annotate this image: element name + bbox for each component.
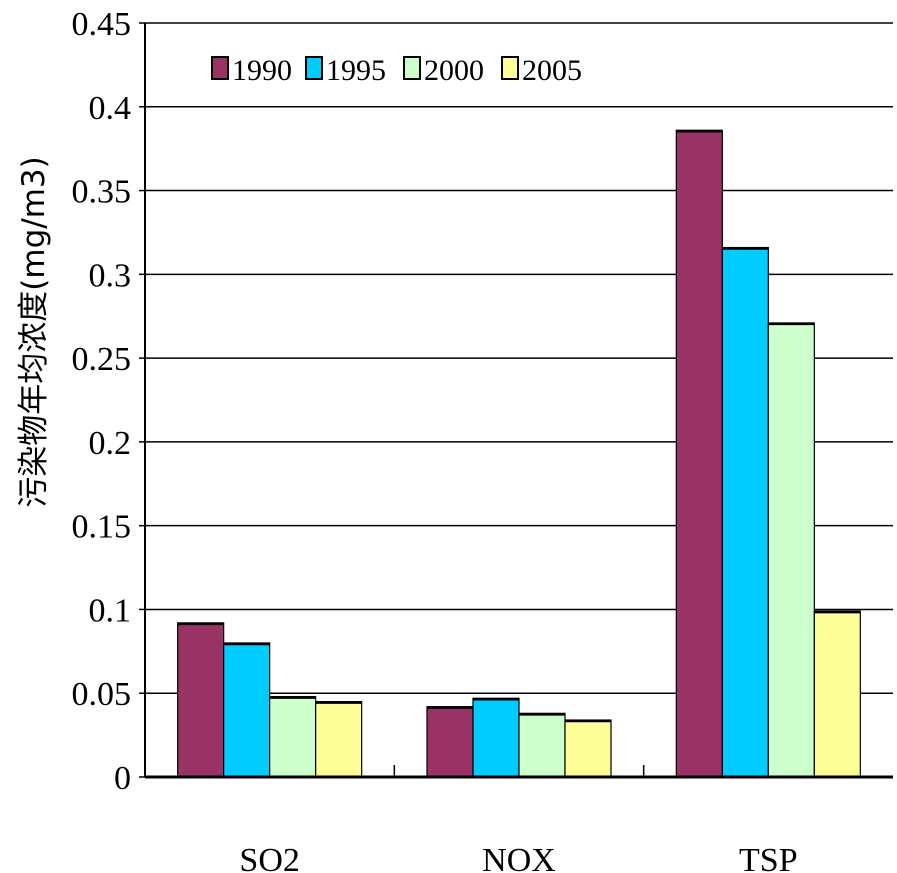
bar-tsp-2000: [767, 322, 815, 778]
y-tick-label: 0: [114, 760, 131, 797]
axes: [139, 22, 893, 779]
y-tick-label: 0.25: [72, 341, 132, 378]
bar-so2-1995: [223, 642, 271, 778]
legend-label-2000: 2000: [424, 54, 484, 87]
legend-label-2005: 2005: [522, 54, 582, 87]
bar-nox-1990: [426, 706, 474, 778]
y-tick-label: 0.1: [89, 592, 132, 629]
bar-so2-1990: [177, 622, 225, 778]
y-axis-label: 污染物年均浓度(mg/m3): [16, 156, 52, 507]
y-tick-label: 0.3: [89, 257, 132, 294]
x-tick-label: SO2: [239, 842, 299, 873]
bar-so2-2000: [269, 695, 317, 778]
bars: [177, 129, 861, 778]
legend-swatch-2000: [403, 56, 421, 80]
x-tick-label: NOX: [482, 842, 556, 873]
bar-nox-2005: [564, 719, 612, 778]
y-tick-label: 0.35: [72, 174, 132, 211]
y-tick-labels: 0 0.05 0.1 0.15 0.2 0.25 0.3 0.35 0.4 0.45: [72, 6, 132, 797]
legend-swatch-1995: [305, 56, 323, 80]
bar-so2-2005: [315, 700, 363, 778]
bar-nox-1995: [472, 697, 520, 778]
y-tick-label: 0.4: [89, 90, 132, 127]
y-tick-label: 0.45: [72, 6, 132, 43]
x-tick-labels: SO2 NOX TSP: [239, 842, 797, 873]
legend-swatch-1990: [211, 56, 229, 80]
legend-label-1995: 1995: [326, 54, 386, 87]
y-tick-label: 0.05: [72, 676, 132, 713]
bar-tsp-1990: [675, 129, 723, 778]
bar-tsp-2005: [813, 610, 861, 778]
bar-nox-2000: [518, 712, 566, 778]
legend-swatch-2005: [501, 56, 519, 80]
y-tick-label: 0.15: [72, 509, 132, 546]
gridlines: [145, 22, 893, 694]
bar-tsp-1995: [721, 246, 769, 778]
x-tick-label: TSP: [739, 842, 798, 873]
legend-label-1990: 1990: [232, 54, 292, 87]
legend: 1990 1995 2000 2005: [211, 54, 582, 87]
y-tick-label: 0.2: [89, 425, 132, 462]
